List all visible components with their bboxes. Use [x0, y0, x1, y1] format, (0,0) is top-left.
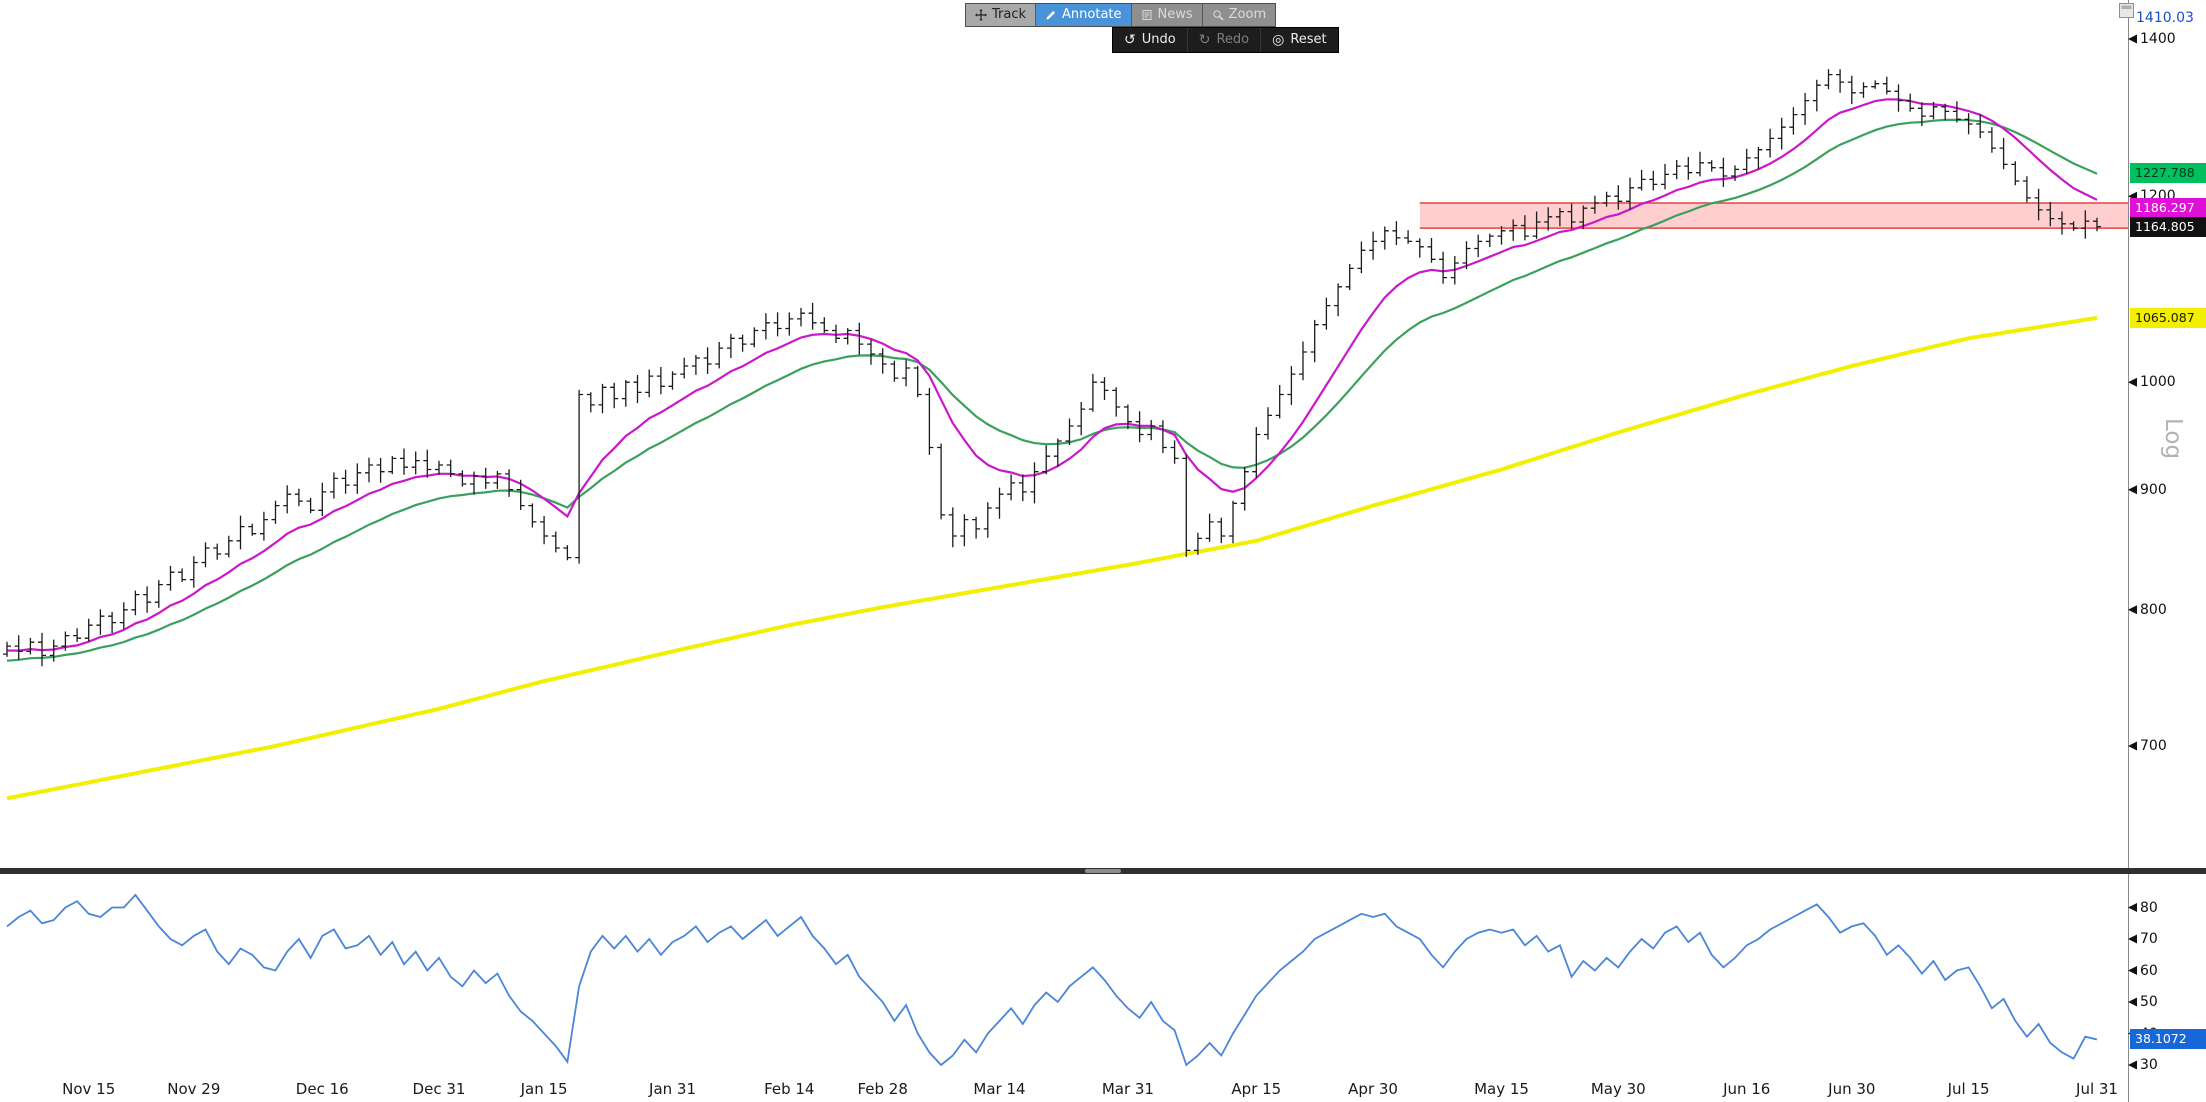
price-tick-mark [2128, 191, 2137, 201]
rsi-tick-mark [2128, 903, 2137, 912]
panel-resize-handle[interactable] [1085, 869, 1121, 873]
annotation-edit-toolbar: ↺ Undo ↻ Redo ◎ Reset [1112, 27, 1339, 53]
news-label: News [1157, 7, 1193, 22]
redo-icon: ↻ [1198, 32, 1211, 48]
rsi-line [6, 893, 2098, 1067]
log-scale-label[interactable]: Log [2160, 418, 2186, 460]
ohlc-bars [3, 69, 2101, 667]
annotation-band[interactable] [1419, 203, 2128, 229]
ma-long-line [6, 315, 2098, 801]
zoom-button[interactable]: Zoom [1202, 4, 1276, 26]
reset-button[interactable]: ◎ Reset [1261, 28, 1338, 52]
track-label: Track [992, 7, 1027, 22]
scale-top-value: 1410.03 [2136, 10, 2194, 26]
redo-label: Redo [1216, 32, 1250, 47]
price-tick-mark [2128, 34, 2137, 44]
annotate-label: Annotate [1062, 7, 1122, 22]
panel-restore-icon[interactable] [2119, 3, 2134, 18]
reset-icon: ◎ [1272, 32, 1285, 48]
reset-label: Reset [1290, 32, 1327, 47]
panel-separator [0, 868, 2206, 874]
rsi-tick-mark [2128, 966, 2137, 975]
price-tick-mark [2128, 377, 2137, 387]
track-button[interactable]: Track [966, 4, 1037, 26]
track-icon [975, 9, 987, 21]
rsi-value-badge: 38.1072 [2130, 1029, 2206, 1050]
ma-fast-line [6, 98, 2098, 652]
undo-label: Undo [1141, 32, 1176, 47]
chart-mode-toolbar: Track Annotate News [965, 3, 1277, 27]
rsi-tick-mark [2128, 934, 2137, 944]
undo-button[interactable]: ↺ Undo [1113, 28, 1188, 52]
rsi-tick-mark [2128, 997, 2137, 1007]
rsi-tick-mark [2128, 1060, 2137, 1070]
price-tick-mark [2128, 605, 2137, 615]
price-tick-mark [2128, 741, 2137, 751]
price-tick-mark [2128, 485, 2137, 495]
zoom-icon [1212, 9, 1224, 21]
annotate-button[interactable]: Annotate [1036, 4, 1132, 26]
annotate-icon [1045, 9, 1057, 21]
ma-slow-line [6, 118, 2098, 662]
zoom-label: Zoom [1228, 7, 1267, 22]
redo-button[interactable]: ↻ Redo [1188, 28, 1262, 52]
news-icon [1141, 9, 1153, 21]
undo-icon: ↺ [1124, 32, 1136, 48]
news-button[interactable]: News [1131, 4, 1203, 26]
